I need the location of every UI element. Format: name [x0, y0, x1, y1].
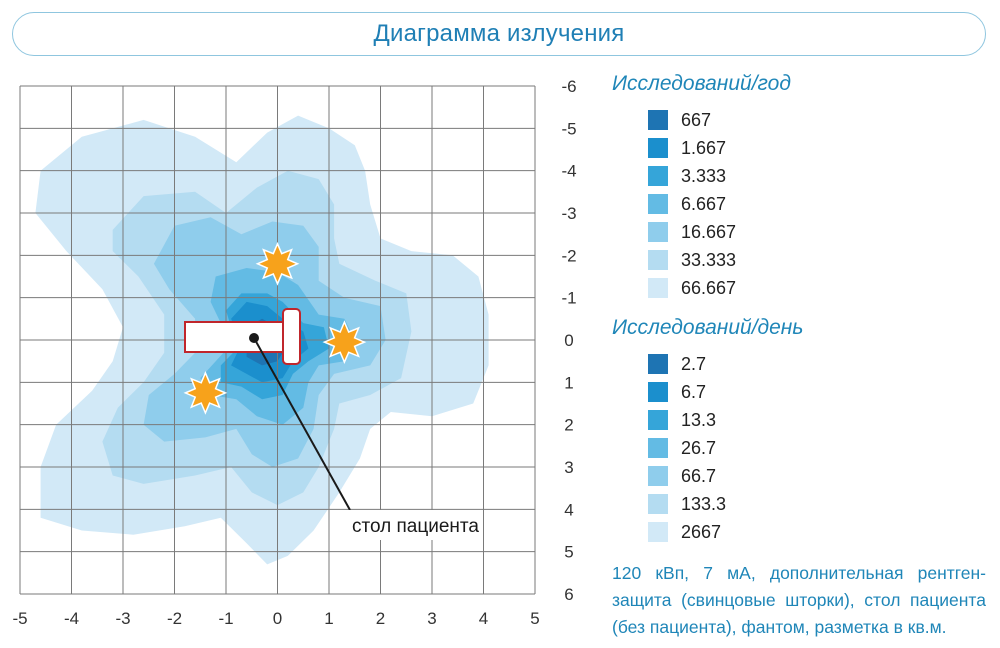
legend-day-list: 2.7 6.7 13.3 26.7 66.7 133.3 2667 — [612, 350, 992, 546]
legend-item: 13.3 — [648, 406, 992, 434]
x-tick-label: 1 — [324, 609, 333, 628]
legend-day-heading: Исследований/день — [612, 316, 804, 339]
legend-swatch — [648, 166, 668, 186]
legend-swatch — [648, 250, 668, 270]
table-label: стол пациента — [352, 516, 479, 537]
y-tick-label: -2 — [561, 246, 576, 265]
legend-swatch — [648, 438, 668, 458]
legend-label: 6.7 — [681, 381, 707, 402]
legend-label: 13.3 — [681, 409, 717, 430]
legend-item: 6.7 — [648, 378, 992, 406]
legend-swatch — [648, 194, 668, 214]
y-tick-label: 1 — [564, 373, 573, 392]
legend-item: 667 — [648, 106, 992, 134]
legend-item: 26.7 — [648, 434, 992, 462]
y-tick-label: 4 — [564, 500, 573, 519]
legend-label: 6.667 — [681, 193, 727, 214]
scatter-source-star — [255, 241, 300, 286]
legend-item: 2667 — [648, 518, 992, 546]
x-tick-label: -3 — [115, 609, 130, 628]
legend-swatch — [648, 138, 668, 158]
diagram-title: Диаграмма излучения — [12, 12, 986, 56]
legend-item: 3.333 — [648, 162, 992, 190]
legend-item: 133.3 — [648, 490, 992, 518]
legend-swatch — [648, 222, 668, 242]
legend-year-list: 667 1.667 3.333 6.667 16.667 33.333 66.6… — [612, 106, 992, 302]
patient-table: стол пациента — [184, 308, 480, 540]
legend-label: 66.7 — [681, 465, 717, 486]
x-tick-label: 5 — [530, 609, 539, 628]
legend-swatch — [648, 494, 668, 514]
legend-year-heading: Исследований/год — [612, 72, 791, 95]
legend-item: 66.667 — [648, 274, 992, 302]
x-axis-ticks: -5 -4 -3 -2 -1 0 1 2 3 4 5 — [12, 609, 539, 628]
legend-label: 2667 — [681, 521, 722, 542]
y-tick-label: -4 — [561, 162, 576, 181]
legend-label: 26.7 — [681, 437, 717, 458]
legend-per-year: Исследований/год 667 1.667 3.333 6.667 1… — [612, 72, 992, 302]
legend-swatch — [648, 278, 668, 298]
legend-item: 1.667 — [648, 134, 992, 162]
legend-label: 1.667 — [681, 137, 727, 158]
y-axis-ticks: -6 -5 -4 -3 -2 -1 0 1 2 3 4 5 6 — [561, 77, 576, 604]
x-tick-label: 2 — [376, 609, 385, 628]
y-tick-label: -3 — [561, 204, 576, 223]
legend-item: 33.333 — [648, 246, 992, 274]
table-pointer-line — [253, 337, 351, 511]
technical-note: 120 кВп, 7 мА, дополнительная рентген-за… — [612, 563, 986, 637]
x-tick-label: -4 — [64, 609, 79, 628]
patient-table-head — [282, 308, 301, 365]
x-tick-label: 0 — [273, 609, 282, 628]
scatter-sources — [183, 241, 367, 415]
x-tick-label: 3 — [427, 609, 436, 628]
legend-item: 66.7 — [648, 462, 992, 490]
legend-label: 2.7 — [681, 353, 707, 374]
legend-label: 133.3 — [681, 493, 727, 514]
y-tick-label: 0 — [564, 331, 573, 350]
legend-label: 667 — [681, 109, 712, 130]
y-tick-label: 6 — [564, 585, 573, 604]
legend-swatch — [648, 110, 668, 130]
legend-item: 6.667 — [648, 190, 992, 218]
scatter-source-star — [322, 320, 367, 364]
y-tick-label: -1 — [561, 289, 576, 308]
legend-item: 16.667 — [648, 218, 992, 246]
legend-swatch — [648, 354, 668, 374]
radiation-diagram: -5 -4 -3 -2 -1 0 1 2 3 4 5 -6 -5 -4 -3 -2 -1 0 1 2 3 4 5 6 сто… — [12, 77, 576, 628]
legend-swatch — [648, 382, 668, 402]
y-tick-label: 2 — [564, 416, 573, 435]
legend-swatch — [648, 410, 668, 430]
legend-item: 2.7 — [648, 350, 992, 378]
legend-swatch — [648, 522, 668, 542]
legend-per-day: Исследований/день 2.7 6.7 13.3 26.7 66.7… — [612, 316, 992, 546]
y-tick-label: 5 — [564, 543, 573, 562]
table-label-bg — [346, 510, 480, 540]
scatter-source-star — [183, 370, 228, 415]
x-tick-label: -5 — [12, 609, 27, 628]
legend-swatch — [648, 466, 668, 486]
legend-label: 3.333 — [681, 165, 727, 186]
y-tick-label: 3 — [564, 458, 573, 477]
x-tick-label: -2 — [167, 609, 182, 628]
legend-label: 66.667 — [681, 277, 737, 298]
y-tick-label: -6 — [561, 77, 576, 96]
x-tick-label: 4 — [479, 609, 488, 628]
legend-label: 16.667 — [681, 221, 737, 242]
legend-label: 33.333 — [681, 249, 737, 270]
patient-table-top — [184, 321, 286, 353]
y-tick-label: -5 — [561, 119, 576, 138]
x-tick-label: -1 — [218, 609, 233, 628]
